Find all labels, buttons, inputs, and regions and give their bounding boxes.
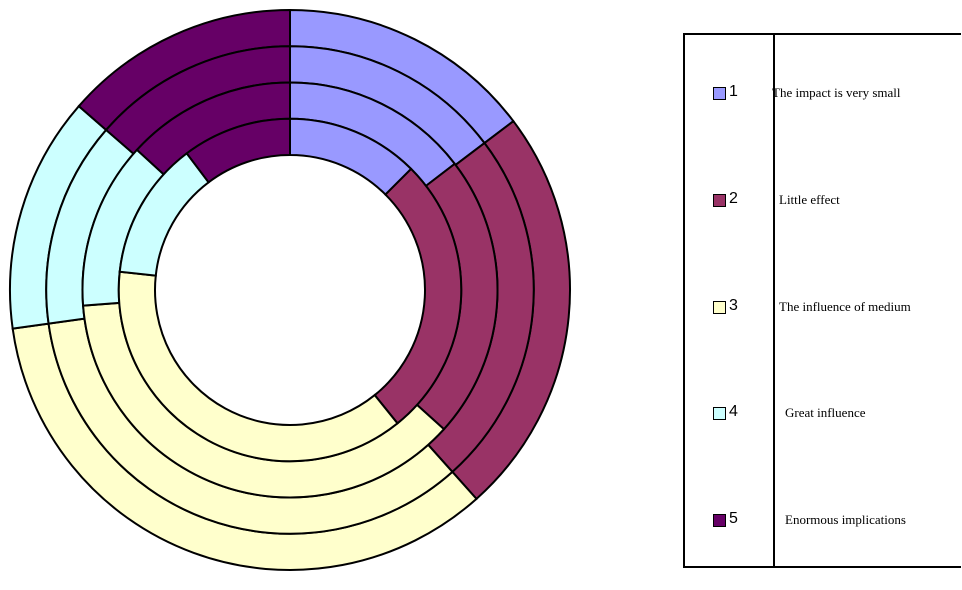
legend-swatch-3 [713, 301, 726, 314]
legend-swatch-2 [713, 194, 726, 207]
legend-item-2: 2 Little effect [685, 190, 962, 212]
legend-swatch-5 [713, 514, 726, 527]
legend: 1 The impact is very small 2 Little effe… [683, 33, 961, 568]
legend-label-3: The influence of medium [779, 299, 911, 314]
legend-key-2: 2 [729, 190, 738, 207]
legend-item-3: 3 The influence of medium [685, 297, 962, 319]
legend-key-3: 3 [729, 297, 738, 314]
legend-label-2: Little effect [779, 192, 840, 207]
legend-label-1: The impact is very small [772, 85, 901, 100]
legend-key-5: 5 [729, 510, 738, 527]
legend-swatch-4 [713, 407, 726, 420]
ring-4-segment-5 [185, 117, 291, 184]
legend-label-5: Enormous implications [785, 512, 906, 527]
legend-key-4: 4 [729, 403, 738, 420]
legend-swatch-1 [713, 87, 726, 100]
legend-item-4: 4 Great influence [685, 403, 962, 425]
donut-chart [9, 8, 571, 571]
legend-label-4: Great influence [785, 405, 866, 420]
legend-item-1: 1 The impact is very small [685, 83, 962, 105]
legend-key-1: 1 [729, 83, 738, 100]
legend-item-5: 5 Enormous implications [685, 510, 962, 532]
